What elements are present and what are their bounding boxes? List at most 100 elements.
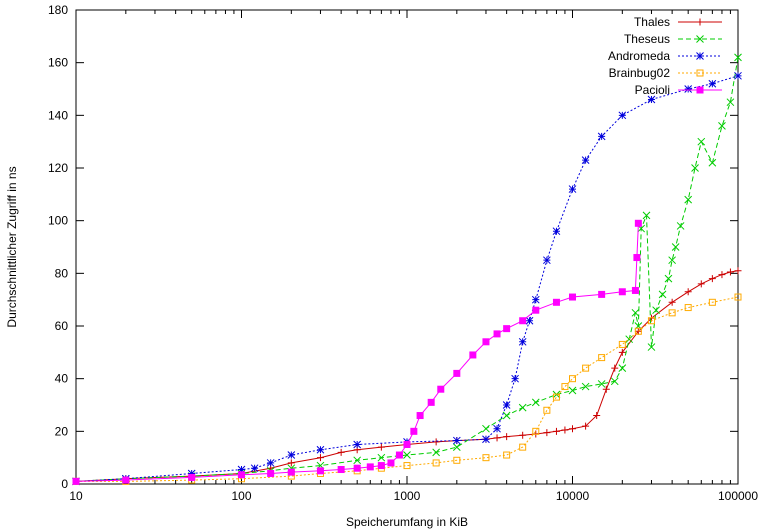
- y-tick-label: 180: [48, 3, 68, 17]
- data-point: [403, 441, 411, 448]
- data-point: [726, 268, 734, 276]
- data-point: [403, 451, 411, 459]
- legend-label: Pacioli: [635, 83, 670, 97]
- data-point: [531, 398, 540, 407]
- data-point: [395, 451, 403, 459]
- data-point: [708, 275, 716, 283]
- y-axis-label: Durchschnittlicher Zugriff in ns: [5, 166, 19, 327]
- data-point: [482, 454, 490, 462]
- data-point: [684, 85, 693, 93]
- data-point: [697, 137, 706, 146]
- data-point: [353, 440, 362, 449]
- data-point: [531, 295, 540, 304]
- legend-entry: Theseus: [624, 32, 722, 46]
- data-point: [366, 463, 374, 471]
- series-andromeda: [72, 71, 742, 486]
- data-point: [337, 448, 345, 456]
- data-point: [684, 304, 692, 312]
- data-point: [482, 435, 490, 444]
- data-point: [684, 195, 693, 204]
- data-point: [569, 425, 576, 433]
- x-axis-label: Speicherumfang in KiB: [346, 515, 468, 529]
- x-axis-ticks: 10 100 1000 10000 100000: [69, 10, 758, 503]
- series-line: [75, 75, 739, 482]
- data-point: [569, 293, 576, 301]
- data-point: [598, 290, 606, 298]
- data-point: [610, 377, 619, 386]
- data-point: [493, 330, 501, 338]
- data-point: [287, 459, 295, 467]
- data-point: [633, 254, 641, 262]
- data-point: [597, 380, 606, 388]
- data-point: [503, 325, 511, 333]
- data-point: [416, 412, 424, 420]
- data-point: [602, 385, 610, 393]
- data-point: [519, 431, 527, 439]
- data-point: [377, 462, 385, 470]
- series-brainbug02: [72, 293, 742, 485]
- data-point: [581, 156, 590, 164]
- data-point: [618, 288, 626, 296]
- series-theseus: [72, 53, 742, 486]
- data-point: [718, 271, 726, 279]
- data-point: [353, 464, 361, 472]
- data-point: [658, 290, 667, 299]
- data-point: [410, 427, 418, 435]
- data-point: [634, 327, 642, 335]
- data-point: [482, 424, 490, 433]
- data-point: [708, 79, 717, 88]
- data-point: [696, 35, 704, 43]
- legend: Thales Theseus Andromeda Brainbug02 Pacioli: [608, 15, 722, 97]
- data-point: [691, 164, 699, 172]
- data-point: [377, 453, 386, 462]
- data-point: [287, 451, 296, 459]
- data-point: [647, 95, 656, 104]
- series-pacioli: [72, 219, 642, 485]
- data-point: [597, 132, 606, 141]
- data-point: [432, 459, 440, 467]
- x-tick-label: 100: [231, 489, 251, 503]
- y-tick-label: 0: [61, 477, 68, 491]
- data-point: [569, 375, 576, 383]
- y-tick-label: 80: [55, 266, 69, 280]
- data-point: [377, 443, 385, 451]
- data-point: [668, 298, 676, 306]
- data-point: [561, 383, 569, 391]
- data-point: [718, 122, 726, 130]
- data-point: [726, 98, 735, 107]
- data-point: [734, 293, 742, 301]
- x-tick-label: 10000: [556, 489, 590, 503]
- data-point: [671, 243, 680, 251]
- data-point: [734, 53, 742, 62]
- data-point: [696, 18, 704, 26]
- y-tick-label: 120: [48, 161, 68, 175]
- data-point: [122, 476, 130, 484]
- data-point: [532, 306, 540, 314]
- data-point: [618, 111, 627, 120]
- legend-entry: Pacioli: [635, 83, 722, 97]
- data-point: [652, 306, 660, 315]
- legend-label: Thales: [634, 15, 670, 29]
- series-line: [76, 296, 739, 482]
- data-point: [697, 280, 705, 288]
- data-point: [618, 348, 626, 356]
- series-layer: [72, 53, 742, 486]
- data-point: [543, 429, 551, 437]
- data-point: [387, 459, 395, 467]
- legend-entry: Thales: [634, 15, 722, 29]
- data-point: [593, 412, 601, 420]
- data-point: [238, 471, 245, 479]
- data-point: [453, 456, 461, 464]
- data-point: [598, 354, 606, 362]
- data-point: [581, 382, 590, 391]
- y-tick-label: 140: [48, 108, 68, 122]
- data-point: [316, 454, 324, 462]
- data-point: [708, 298, 716, 306]
- data-point: [511, 374, 519, 383]
- data-point: [287, 468, 295, 476]
- y-tick-label: 20: [55, 424, 69, 438]
- data-point: [696, 86, 704, 94]
- data-point: [316, 445, 325, 454]
- data-point: [684, 288, 692, 296]
- x-tick-label: 1000: [394, 489, 421, 503]
